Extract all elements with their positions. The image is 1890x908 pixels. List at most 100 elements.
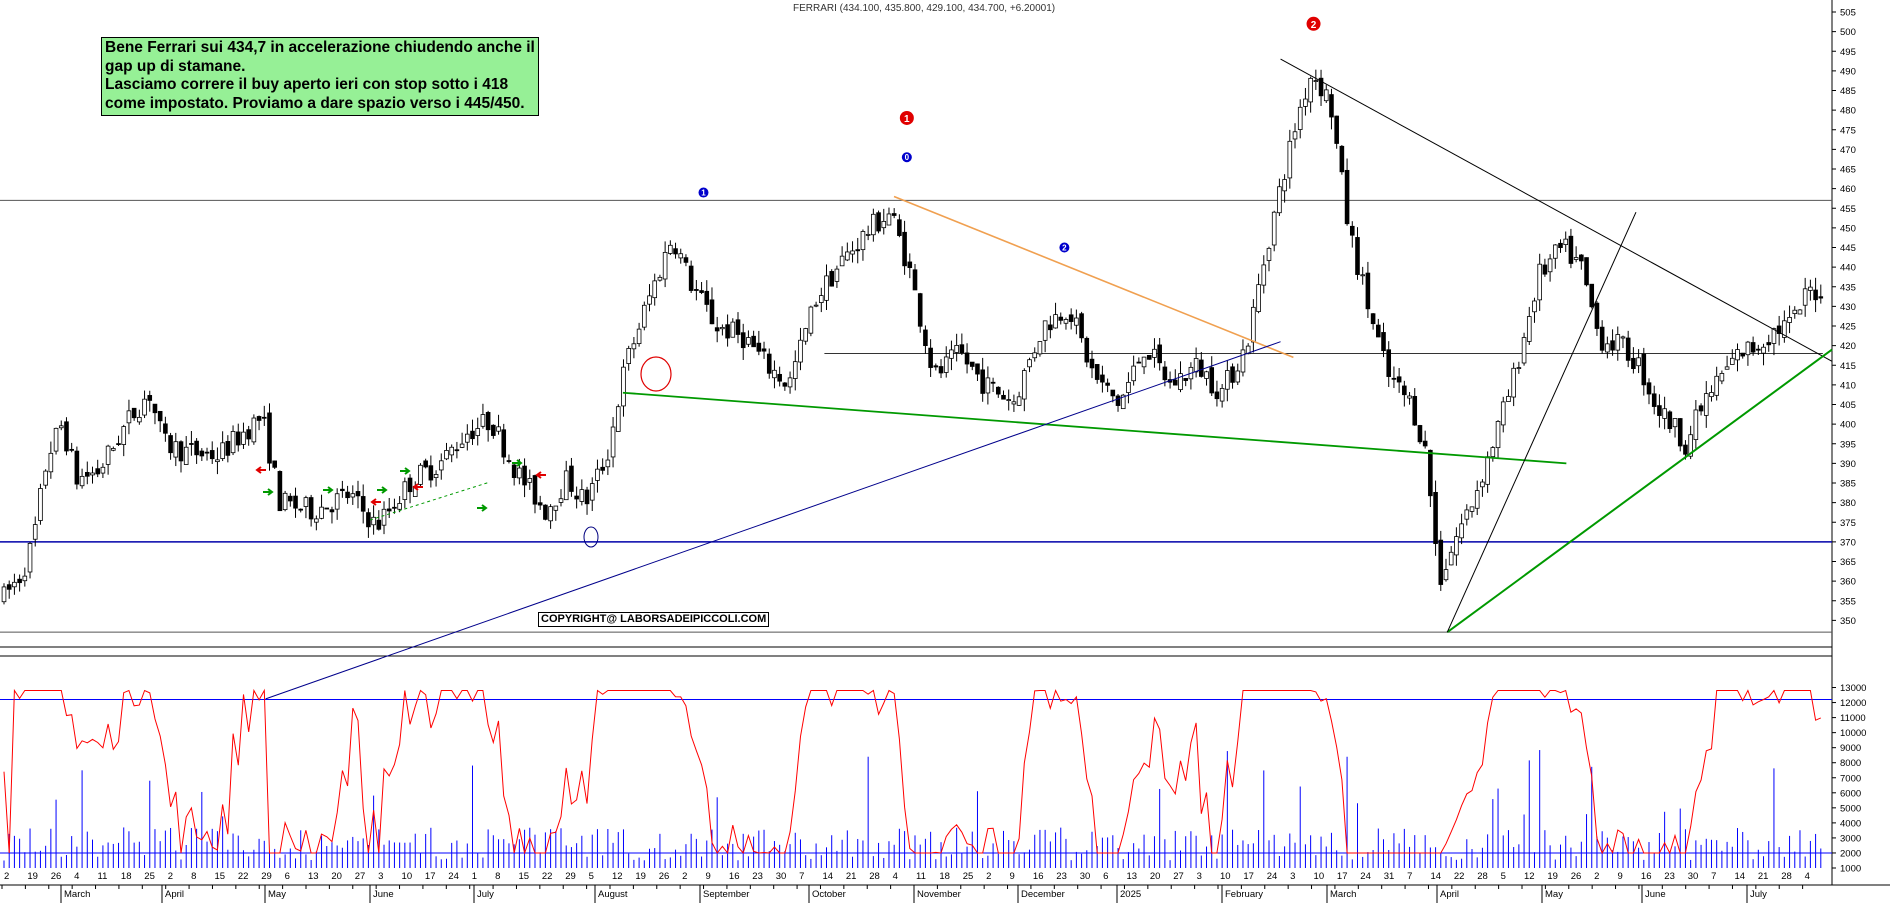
- x-axis-tick-label: 23: [752, 871, 763, 882]
- candle-body: [1240, 349, 1246, 373]
- candle-body: [1256, 284, 1261, 312]
- x-axis-tick-label: 26: [659, 871, 670, 882]
- price-axis-tick-label: 460: [1840, 184, 1856, 195]
- x-axis-tick-label: 28: [869, 871, 880, 882]
- candle-body: [1094, 364, 1100, 380]
- candle-body: [543, 504, 548, 520]
- candle-body: [1074, 317, 1079, 326]
- candle-body: [1542, 264, 1548, 275]
- x-axis-tick-label: 24: [1267, 871, 1278, 882]
- x-axis-tick-label: 7: [1711, 871, 1716, 882]
- candle-body: [730, 321, 736, 338]
- candle-body: [803, 328, 808, 342]
- candle-body: [949, 349, 954, 359]
- candle-body: [376, 519, 382, 530]
- candle-body: [1146, 354, 1152, 360]
- candle-body: [636, 328, 642, 345]
- candle-body: [740, 332, 746, 349]
- candle-body: [1589, 283, 1595, 308]
- x-axis-tick-label: 26: [1571, 871, 1582, 882]
- candle-body: [137, 417, 142, 423]
- candle-body: [178, 441, 184, 462]
- candle-body: [1183, 378, 1188, 381]
- candle-body: [90, 472, 95, 476]
- x-axis-tick-label: 13: [308, 871, 319, 882]
- signal-arrow-icon: [477, 504, 488, 512]
- candle-body: [1615, 334, 1621, 351]
- candle-body: [32, 524, 38, 540]
- wave-label-marker: [899, 110, 914, 125]
- candle-body: [725, 324, 730, 339]
- candle-body: [209, 450, 215, 460]
- candle-body: [917, 293, 923, 327]
- candle-body: [1651, 393, 1657, 407]
- candle-body: [1318, 77, 1324, 97]
- candle-body: [990, 381, 996, 384]
- osc-axis-tick-label: 1000: [1840, 864, 1861, 875]
- candle-body: [1365, 272, 1371, 310]
- candle-body: [959, 344, 965, 354]
- candle-body: [1136, 361, 1142, 364]
- x-axis-tick-label: 9: [1618, 871, 1623, 882]
- candle-body: [537, 502, 543, 506]
- candle-body: [1360, 274, 1365, 277]
- candle-body: [438, 460, 444, 471]
- price-axis-tick-label: 430: [1840, 302, 1856, 313]
- x-axis-tick-label: 25: [144, 871, 155, 882]
- candle-body: [1422, 440, 1428, 447]
- candle-body: [720, 327, 725, 330]
- candle-body: [1469, 506, 1475, 512]
- oscillator-line: [3, 688, 1822, 855]
- x-axis-tick-label: 22: [542, 871, 553, 882]
- x-axis-tick-label: 29: [565, 871, 576, 882]
- signal-arrow-icon: [370, 498, 381, 506]
- candle-body: [1141, 356, 1147, 368]
- candle-body: [1323, 89, 1329, 102]
- candle-body: [241, 431, 246, 445]
- candle-body: [813, 304, 819, 307]
- candle-body: [1172, 379, 1178, 386]
- candle-body: [1454, 536, 1459, 556]
- candle-body: [1641, 353, 1647, 386]
- candle-body: [1443, 569, 1449, 581]
- candle-body: [147, 395, 153, 401]
- x-axis-tick-label: 28: [1477, 871, 1488, 882]
- candle-body: [95, 468, 101, 475]
- x-axis-tick-label: 20: [331, 871, 342, 882]
- candle-body: [1339, 145, 1345, 173]
- trendline-long-support-green: [622, 391, 1567, 465]
- x-axis-tick-label: 21: [846, 871, 857, 882]
- candle-body: [876, 212, 881, 232]
- candle-body: [1573, 257, 1579, 260]
- candle-body: [1480, 481, 1485, 488]
- signal-arrow-icon: [400, 467, 411, 475]
- x-axis-tick-label: 19: [635, 871, 646, 882]
- candle-body: [756, 342, 762, 352]
- candle-body: [475, 428, 481, 436]
- candle-body: [84, 471, 90, 477]
- candle-body: [126, 410, 132, 424]
- x-axis-tick-label: 18: [939, 871, 950, 882]
- candle-body: [923, 329, 928, 347]
- x-axis-tick-label: 6: [1103, 871, 1108, 882]
- x-axis-month-label: August: [598, 889, 628, 900]
- candle-body: [1662, 408, 1667, 419]
- candle-body: [1729, 357, 1735, 365]
- wave-label-text: 2: [1062, 244, 1067, 253]
- candle-body: [381, 508, 387, 526]
- candle-body: [1568, 235, 1574, 264]
- commentary-note: Bene Ferrari sui 434,7 in accelerazione …: [101, 37, 539, 116]
- candle-body: [100, 466, 106, 474]
- x-axis-tick-label: 4: [74, 871, 79, 882]
- candle-body: [173, 441, 179, 458]
- candle-body: [1251, 306, 1256, 343]
- x-axis-tick-label: 27: [1173, 871, 1184, 882]
- candle-body: [392, 506, 397, 509]
- candle-body: [517, 467, 522, 479]
- candle-body: [105, 445, 111, 465]
- x-axis-tick-label: 16: [729, 871, 740, 882]
- signal-arrow-icon: [323, 486, 334, 494]
- x-axis-tick-label: 22: [238, 871, 249, 882]
- x-axis-tick-label: 19: [1547, 871, 1558, 882]
- x-axis-month-label: July: [477, 889, 494, 900]
